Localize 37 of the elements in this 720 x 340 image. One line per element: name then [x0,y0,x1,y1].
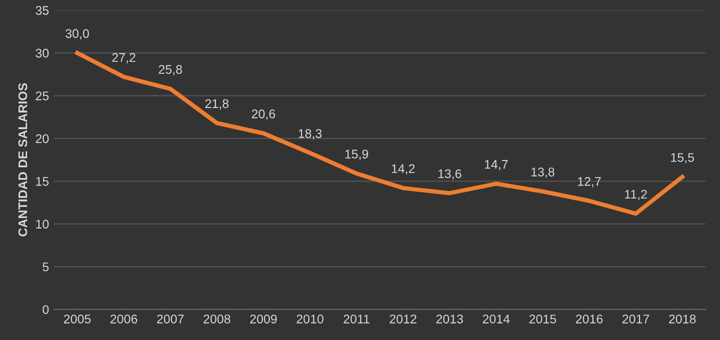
data-label: 13,8 [531,168,554,178]
data-label: 14,2 [392,164,415,175]
x-tick-label: 2005 [64,314,91,324]
y-tick-label: 15 [36,177,49,186]
x-tick-label: 2018 [669,314,696,324]
data-label: 21,8 [205,99,229,110]
y-tick-label: 35 [36,6,49,15]
x-tick-label: 2011 [344,314,370,324]
y-axis-title: CANTIDAD DE SALARIOS [18,83,28,236]
x-tick-label: 2009 [250,314,277,324]
data-label: 14,7 [484,160,508,170]
x-tick-label: 2017 [622,314,650,324]
y-tick-label: 10 [36,220,49,229]
x-tick-label: 2015 [529,314,556,324]
x-tick-label: 2012 [390,314,416,324]
y-tick-label: 30 [36,48,49,58]
data-label: 30,0 [66,29,89,40]
data-label: 15,5 [671,153,694,164]
x-tick-label: 2013 [436,314,463,324]
data-label: 20,6 [252,109,276,120]
x-tick-label: 2016 [576,314,603,324]
y-tick-label: 0 [42,305,49,314]
x-tick-label: 2014 [482,314,510,324]
data-label: 13,6 [438,169,462,180]
y-tick-label: 25 [36,91,49,100]
y-tick-label: 20 [36,134,49,144]
data-label: 12,7 [578,177,601,188]
x-tick-label: 2007 [157,314,184,324]
data-label: 25,8 [158,65,182,76]
x-tick-label: 2010 [296,314,324,324]
x-tick-label: 2008 [204,314,230,324]
data-label: 15,9 [345,150,368,160]
x-tick-label: 2006 [110,314,138,324]
data-label: 18,3 [298,129,322,140]
data-label: 11,2 [625,190,647,200]
data-label: 27,2 [112,53,136,64]
y-tick-label: 5 [42,262,49,272]
